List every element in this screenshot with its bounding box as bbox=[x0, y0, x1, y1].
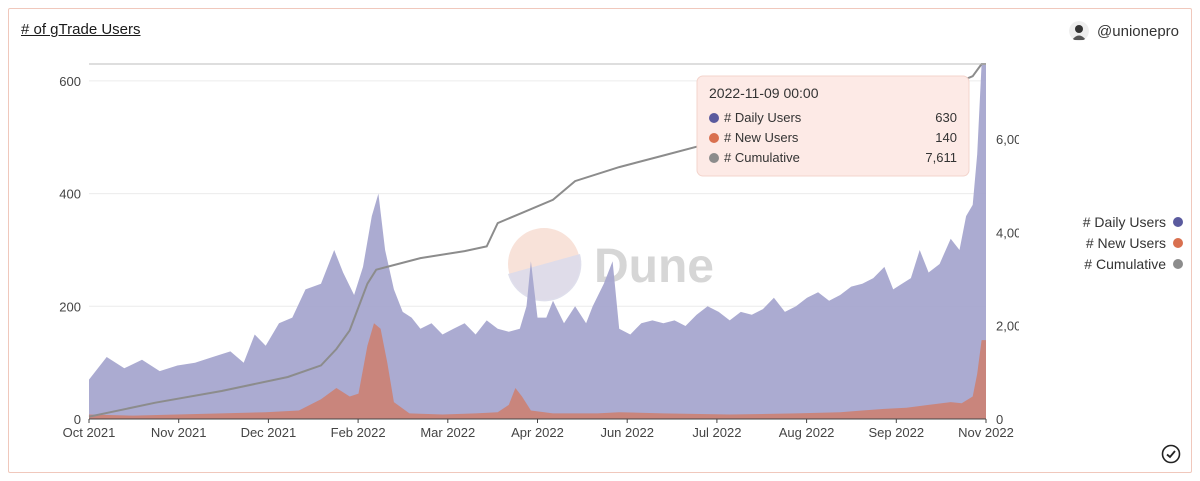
y-right-tick-label: 0 bbox=[996, 412, 1003, 427]
series-area-new-users bbox=[89, 323, 986, 419]
y-right-tick-label: 6,000 bbox=[996, 132, 1019, 147]
tooltip-label: # New Users bbox=[724, 130, 799, 145]
y-left-tick-label: 200 bbox=[59, 299, 81, 314]
series-area-daily-users bbox=[89, 64, 986, 419]
tooltip-box bbox=[696, 75, 970, 177]
y-left-tick-label: 0 bbox=[74, 412, 81, 427]
legend-dot bbox=[1173, 216, 1183, 227]
avatar-icon bbox=[1069, 21, 1090, 41]
y-left-tick-label: 400 bbox=[59, 187, 81, 202]
x-tick-label: Jun 2022 bbox=[600, 425, 654, 440]
tooltip-value: 140 bbox=[935, 130, 957, 145]
x-tick-label: Aug 2022 bbox=[779, 425, 835, 440]
author-badge[interactable]: @unionepro bbox=[1069, 21, 1179, 41]
legend-item-new-users[interactable]: # New Users bbox=[1071, 232, 1183, 253]
x-tick-label: Oct 2021 bbox=[63, 425, 116, 440]
tooltip-label: # Daily Users bbox=[724, 110, 802, 125]
legend-item-daily-users[interactable]: # Daily Users bbox=[1071, 211, 1183, 232]
x-tick-label: Mar 2022 bbox=[420, 425, 475, 440]
legend-label: # Cumulative bbox=[1084, 255, 1166, 272]
legend-dot bbox=[1173, 237, 1183, 248]
x-tick-label: Jul 2022 bbox=[692, 425, 741, 440]
legend-label: # Daily Users bbox=[1082, 213, 1166, 230]
legend-item-cumulative[interactable]: # Cumulative bbox=[1071, 253, 1183, 274]
x-tick-label: Sep 2022 bbox=[868, 425, 924, 440]
legend: # Daily Users # New Users # Cumulative bbox=[1071, 211, 1183, 274]
author-name: @unionepro bbox=[1097, 22, 1179, 40]
chart-card: # of gTrade Users @unionepro 0 200 400 600 0… bbox=[8, 8, 1192, 473]
tooltip-date: 2022-11-09 00:00 bbox=[709, 85, 819, 101]
watermark-logo-half bbox=[508, 254, 582, 302]
tooltip-dot bbox=[709, 133, 719, 143]
x-tick-label: Dec 2021 bbox=[241, 425, 297, 440]
legend-label: # New Users bbox=[1085, 234, 1166, 251]
tooltip-dot bbox=[709, 153, 719, 163]
y-right-tick-label: 2,000 bbox=[996, 319, 1019, 334]
tooltip-dot bbox=[709, 113, 719, 123]
x-tick-label: Nov 2021 bbox=[151, 425, 207, 440]
x-tick-label: Feb 2022 bbox=[331, 425, 386, 440]
chart-title[interactable]: # of gTrade Users bbox=[21, 21, 141, 38]
tooltip-label: # Cumulative bbox=[724, 150, 800, 165]
y-right-tick-label: 4,000 bbox=[996, 225, 1019, 240]
legend-dot bbox=[1173, 258, 1183, 269]
tooltip-value: 630 bbox=[935, 110, 957, 125]
x-tick-label: Nov 2022 bbox=[958, 425, 1014, 440]
x-tick-label: Apr 2022 bbox=[511, 425, 564, 440]
check-circle-icon[interactable] bbox=[1161, 444, 1181, 464]
tooltip-value: 7,611 bbox=[925, 150, 957, 165]
y-left-tick-label: 600 bbox=[59, 74, 81, 89]
